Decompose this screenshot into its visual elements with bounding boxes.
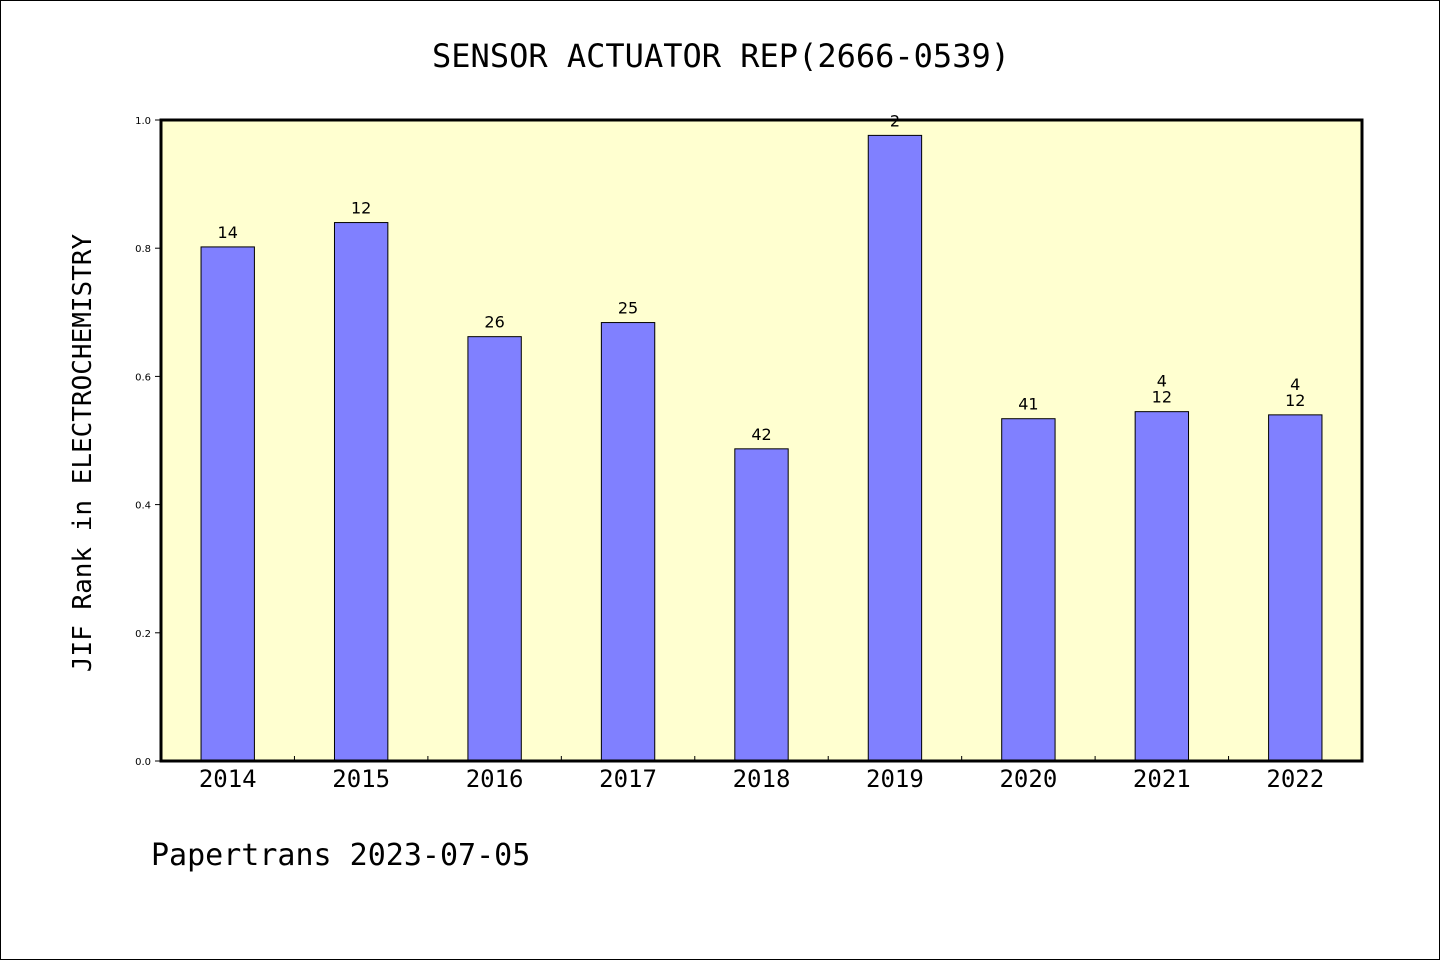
- data-label: 4: [1157, 372, 1167, 391]
- data-label: 25: [618, 299, 638, 318]
- x-tick-label: 2015: [332, 765, 390, 793]
- y-tick-label: 1.0: [135, 116, 151, 127]
- x-tick-label: 2018: [733, 765, 791, 793]
- x-tick-label: 2022: [1266, 765, 1324, 793]
- bar-2015: [333, 222, 389, 762]
- data-label: 12: [351, 199, 371, 218]
- y-tick-label: 0.8: [135, 244, 151, 255]
- bar-2016: [467, 336, 522, 762]
- bar-2021: [1134, 411, 1190, 762]
- y-tick-label: 0.2: [135, 629, 151, 640]
- x-axis: 2014 2015 2016 2017 2018 2019 2020 2021 2022: [199, 756, 1324, 793]
- bar-2017: [600, 322, 656, 762]
- plot-border: [159, 118, 1364, 763]
- x-tick-label: 2019: [866, 765, 924, 793]
- x-tick-label: 2016: [466, 765, 524, 793]
- data-label: 14: [218, 223, 238, 242]
- bar-2018: [734, 448, 789, 762]
- y-axis: 0.0 0.2 0.4 0.6 0.8 1.0: [135, 116, 161, 768]
- data-label: 4: [1290, 375, 1300, 394]
- data-label: 41: [1018, 395, 1038, 414]
- bar-2022: [1268, 414, 1323, 762]
- bars-group: [200, 134, 1323, 762]
- x-tick-label: 2021: [1133, 765, 1191, 793]
- data-label: 42: [751, 425, 771, 444]
- y-axis-label: JIF Rank in ELECTROCHEMISTRY: [68, 234, 98, 673]
- footer-text: Papertrans 2023-07-05: [151, 838, 530, 873]
- y-tick-label: 0.6: [135, 372, 151, 383]
- y-tick-label: 0.0: [135, 757, 151, 768]
- data-label: 26: [484, 313, 504, 332]
- y-tick-label: 0.4: [135, 501, 151, 512]
- x-tick-label: 2014: [199, 765, 257, 793]
- data-label: 12: [1285, 391, 1305, 410]
- chart-title: SENSOR ACTUATOR REP(2666-0539): [432, 37, 1010, 75]
- bar-2019: [867, 134, 923, 762]
- bar-2014: [200, 246, 255, 762]
- x-tick-label: 2017: [599, 765, 657, 793]
- data-label: 12: [1152, 388, 1172, 407]
- bar-2020: [1001, 418, 1056, 762]
- x-tick-label: 2020: [999, 765, 1057, 793]
